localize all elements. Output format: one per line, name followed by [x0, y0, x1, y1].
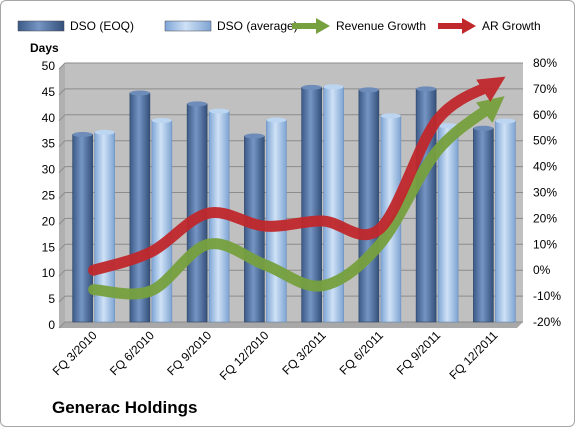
bar-top: [495, 118, 516, 124]
y-tick-label: 35: [42, 137, 56, 151]
gridline-side: [58, 269, 66, 277]
x-tick-label: FQ 9/2011: [394, 328, 444, 378]
y2-tick-label: 70%: [533, 82, 557, 96]
bar-top: [301, 84, 322, 90]
legend-dso-average-label: DSO (average): [217, 19, 298, 33]
gridline-side: [58, 140, 66, 148]
bar-top: [129, 90, 150, 96]
y-tick-label: 10: [42, 266, 56, 280]
y2-tick-label: 20%: [533, 211, 557, 225]
y-tick-label: 15: [42, 240, 56, 254]
y2-tick-label: -10%: [533, 289, 561, 303]
legend-ar-growth-label: AR Growth: [482, 19, 541, 33]
y2-tick-label: 40%: [533, 160, 557, 174]
gridline-side: [58, 192, 66, 199]
gridline-side: [58, 295, 66, 303]
bar: [473, 127, 494, 323]
chart-title: Generac Holdings: [52, 398, 198, 417]
y2-tick-label: -20%: [533, 315, 561, 329]
gridline-side: [58, 218, 66, 225]
x-tick-label: FQ 12/2010: [217, 328, 272, 383]
x-tick-label: FQ 9/2010: [164, 328, 214, 378]
bar: [495, 120, 516, 323]
bar-top: [151, 117, 172, 123]
bar-top: [358, 87, 379, 93]
y2-tick-label: 0%: [533, 263, 551, 277]
bar: [437, 125, 459, 323]
y-tick-label: 0: [48, 318, 55, 332]
gridline-side: [58, 321, 66, 329]
bar-top: [187, 101, 208, 107]
gridline-side: [58, 243, 66, 251]
y-tick-label: 5: [48, 292, 55, 306]
bar: [72, 134, 93, 323]
bar-top: [438, 123, 459, 129]
legend-dso-average-swatch: [164, 20, 212, 32]
bar-top: [416, 86, 437, 92]
bar-top: [266, 117, 287, 123]
y-axis-title: Days: [30, 41, 59, 55]
plot-floor: [59, 322, 523, 328]
ar-growth-line: [88, 76, 506, 276]
gridline-side: [58, 88, 66, 96]
gridline-side: [58, 114, 66, 122]
y-tick-label: 30: [42, 163, 56, 177]
y2-tick-label: 10%: [533, 237, 557, 251]
bar-top: [94, 129, 115, 135]
bar: [358, 89, 380, 323]
bar-top: [209, 108, 230, 114]
x-tick-label: FQ 6/2011: [337, 328, 387, 378]
x-tick-label: FQ 3/2010: [50, 328, 100, 378]
gridline-side: [58, 62, 66, 70]
bar-top: [380, 113, 401, 119]
y-tick-label: 50: [42, 59, 56, 73]
y2-tick-label: 30%: [533, 186, 557, 200]
gridline-side: [58, 166, 66, 173]
x-tick-label: FQ 3/2011: [279, 328, 329, 378]
bar-top: [72, 131, 93, 137]
legend-dso-eoq-label: DSO (EOQ): [70, 19, 134, 33]
y-tick-label: 25: [42, 189, 56, 203]
x-tick-label: FQ 12/2011: [446, 328, 500, 382]
y-tick-label: 40: [42, 111, 56, 125]
bar-top: [323, 84, 344, 90]
bar-top: [244, 133, 265, 139]
legend-ar-growth-arrowhead: [462, 18, 476, 34]
revenue-growth-line: [88, 96, 505, 300]
x-tick-label: FQ 6/2010: [107, 328, 157, 378]
y2-tick-label: 50%: [533, 134, 557, 148]
y-tick-label: 20: [42, 214, 56, 228]
y-tick-label: 45: [42, 85, 56, 99]
legend-revenue-growth-arrowhead: [316, 18, 330, 34]
legend-dso-eoq-swatch: [17, 20, 65, 32]
legend-revenue-growth-label: Revenue Growth: [336, 19, 426, 33]
bar-top: [473, 125, 494, 131]
y2-tick-label: 80%: [533, 56, 557, 70]
y2-tick-label: 60%: [533, 108, 557, 122]
